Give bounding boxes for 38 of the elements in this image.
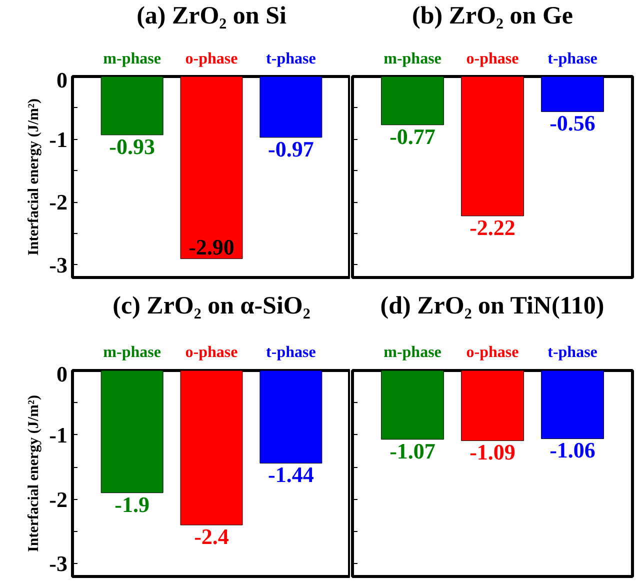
data-label: -1.09 [470, 440, 516, 465]
chart-title: (d) ZrO₂ on TiN(110) [380, 292, 604, 320]
y-tick-label: -1 [49, 422, 68, 448]
y-tick-label: 0 [56, 68, 68, 92]
y-tick-label: -2 [49, 486, 68, 512]
chart-title: (b) ZrO₂ on Ge [412, 2, 573, 30]
x-tick-label: m-phase [103, 344, 161, 361]
chart-title: (a) ZrO₂ on Si [136, 2, 286, 30]
chart-title: (c) ZrO₂ on α-SiO₂ [112, 292, 310, 320]
x-tick-label: m-phase [384, 50, 442, 68]
x-tick-label: o-phase [185, 344, 238, 361]
y-axis-title: Interfacial energy (J/m²) [26, 395, 42, 552]
data-label: -1.44 [268, 462, 314, 488]
x-tick-label: m-phase [384, 344, 442, 361]
y-tick-label: -1 [49, 126, 68, 152]
data-label: -0.93 [109, 134, 155, 159]
data-label: -1.9 [114, 492, 150, 517]
y-tick-label: -3 [49, 551, 68, 576]
y-tick-label: -2 [49, 190, 68, 215]
x-tick-label: t-phase [548, 344, 598, 361]
data-label: -2.4 [194, 524, 229, 549]
y-tick-label: -3 [49, 252, 68, 278]
x-tick-label: t-phase [266, 50, 316, 68]
x-tick-label: o-phase [466, 50, 519, 68]
x-tick-label: t-phase [266, 344, 316, 361]
data-label: -0.77 [390, 124, 436, 149]
data-label: -0.56 [550, 110, 596, 136]
x-tick-label: m-phase [103, 50, 161, 68]
x-tick-label: o-phase [185, 50, 238, 68]
y-axis-title: Interfacial energy (J/m²) [26, 98, 42, 256]
x-tick-label: o-phase [466, 344, 519, 361]
data-label: -0.97 [268, 136, 314, 162]
y-tick-label: 0 [56, 362, 68, 386]
data-label: -2.22 [470, 214, 516, 240]
data-label: -1.06 [550, 438, 596, 463]
x-tick-label: t-phase [548, 50, 598, 68]
data-label: -1.07 [390, 438, 436, 464]
data-label: -2.90 [188, 234, 234, 260]
